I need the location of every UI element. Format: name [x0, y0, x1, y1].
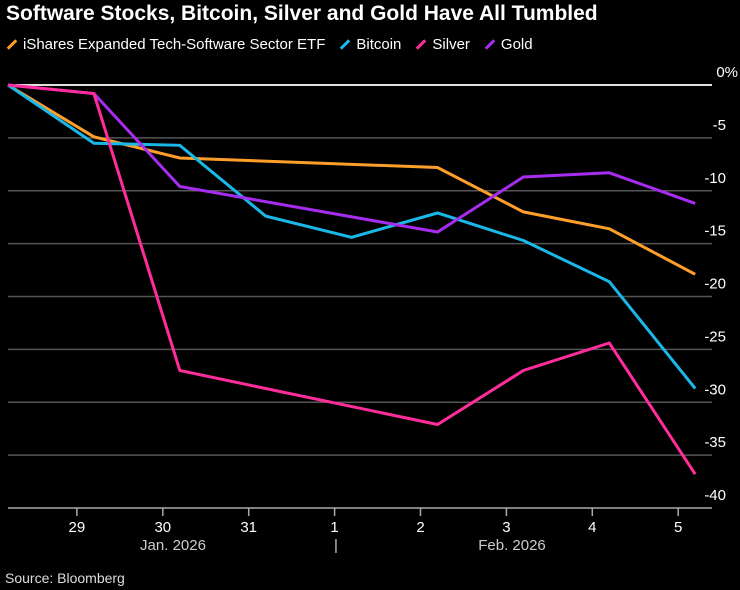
x-group-separator: | [334, 537, 338, 554]
x-tick-label: 31 [240, 519, 257, 536]
x-tick-label: 2 [416, 519, 424, 536]
legend-label: iShares Expanded Tech-Software Sector ET… [23, 36, 326, 53]
x-tick-label: 1 [330, 519, 338, 536]
x-tick-label: 29 [69, 519, 86, 536]
y-tick-label: -5 [713, 117, 726, 134]
series-line-ishares-expanded-tech-software-sector-etf [7, 83, 696, 276]
x-tick-label: 5 [674, 519, 682, 536]
y-tick-label: 0% [716, 64, 738, 81]
y-tick-label: -35 [704, 434, 726, 451]
legend-item: Gold [484, 36, 533, 53]
x-tick-label: 4 [588, 519, 596, 536]
y-tick-label: -25 [704, 328, 726, 345]
legend-label: Bitcoin [356, 36, 402, 53]
series-line-silver [7, 83, 697, 476]
legend-label: Gold [500, 36, 533, 53]
y-tick-label: -15 [704, 223, 726, 240]
chart-title: Software Stocks, Bitcoin, Silver and Gol… [6, 2, 598, 25]
y-tick-label: -10 [704, 170, 726, 187]
legend-item: Silver [415, 36, 470, 53]
x-group-label-jan: Jan. 2026 [140, 537, 206, 554]
source-note: Source: Bloomberg [5, 570, 125, 586]
series-line-gold [7, 83, 696, 234]
y-tick-label: -20 [704, 276, 726, 293]
legend-item: iShares Expanded Tech-Software Sector ET… [6, 36, 325, 53]
x-group-label-feb: Feb. 2026 [478, 537, 546, 554]
y-tick-label: -40 [704, 487, 726, 504]
x-tick-label: 3 [502, 519, 510, 536]
x-tick-label: 30 [154, 519, 171, 536]
legend: iShares Expanded Tech-Software Sector ET… [6, 36, 533, 53]
series-line-bitcoin [7, 83, 697, 390]
y-tick-label: -30 [704, 381, 726, 398]
legend-label: Silver [432, 36, 470, 53]
legend-item: Bitcoin [339, 36, 401, 53]
